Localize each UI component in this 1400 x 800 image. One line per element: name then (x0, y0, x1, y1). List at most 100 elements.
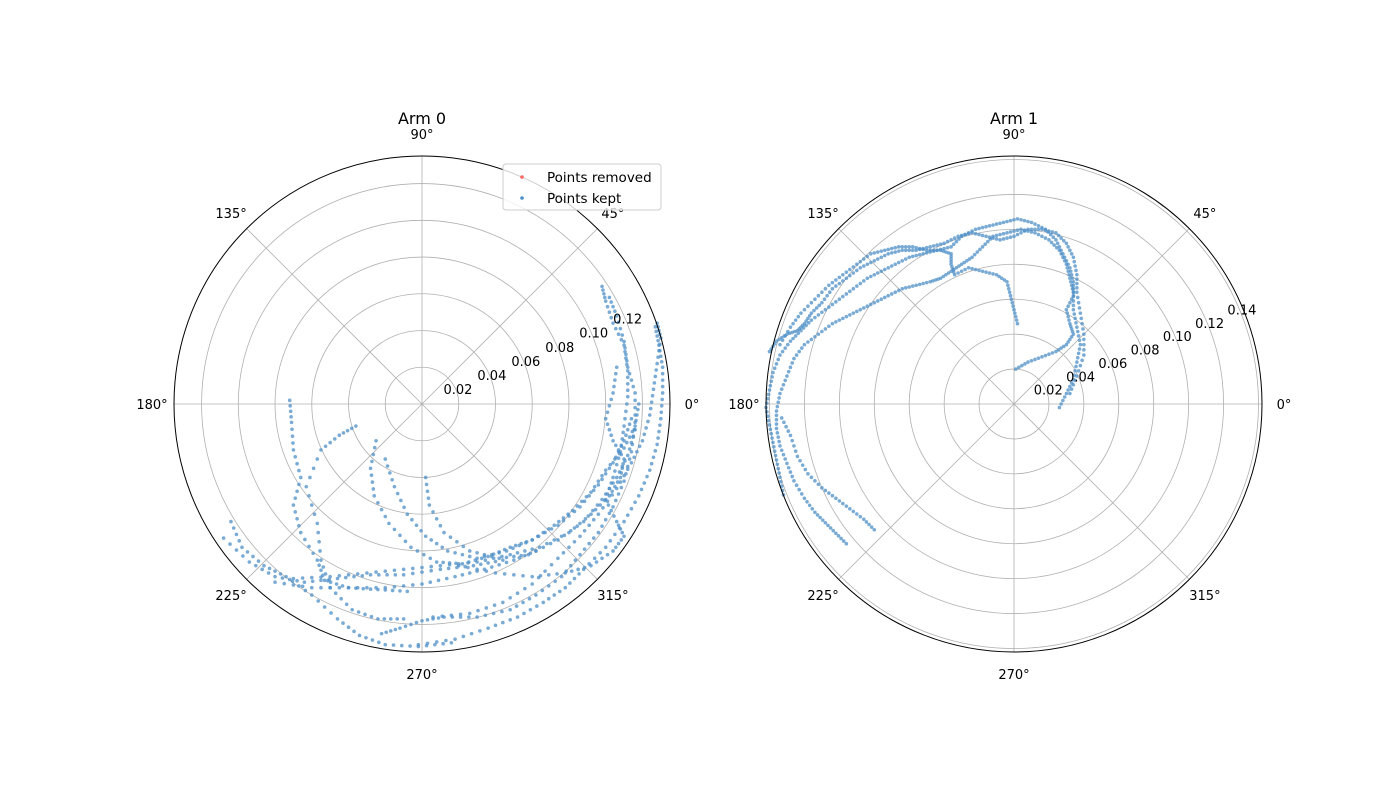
data-point (552, 523, 557, 528)
data-point (402, 505, 406, 510)
data-point (618, 475, 623, 480)
data-point (778, 353, 782, 357)
data-point (778, 475, 782, 480)
data-point (769, 431, 774, 436)
data-point (444, 638, 448, 643)
data-point (349, 426, 354, 431)
data-point (1068, 269, 1073, 274)
data-point (622, 457, 626, 461)
data-point (289, 420, 294, 425)
data-point (622, 519, 626, 524)
data-point (575, 524, 580, 528)
data-point (1062, 258, 1067, 263)
data-point (589, 563, 593, 568)
data-point (591, 488, 596, 493)
data-point (1029, 220, 1034, 225)
data-point (1014, 318, 1019, 322)
data-point (317, 539, 321, 544)
data-point (844, 504, 849, 508)
data-point (616, 456, 621, 460)
data-point (779, 335, 784, 340)
data-point (1033, 227, 1037, 232)
data-point (398, 533, 402, 538)
data-point (1056, 348, 1061, 352)
data-point (834, 531, 838, 536)
data-point (656, 338, 660, 343)
data-point (924, 280, 929, 285)
data-point (893, 262, 898, 267)
data-point (1006, 283, 1010, 288)
data-point (309, 503, 314, 507)
data-point (865, 304, 870, 309)
data-point (935, 243, 939, 247)
data-point (423, 475, 428, 480)
data-point (632, 427, 636, 432)
data-point (598, 551, 602, 555)
data-point (659, 354, 663, 359)
data-point (1078, 363, 1083, 368)
data-point (399, 498, 403, 503)
data-point (383, 585, 388, 590)
data-point (807, 503, 812, 508)
data-point (1077, 338, 1082, 343)
data-point (461, 544, 466, 549)
data-point (1005, 231, 1009, 235)
data-point (1013, 311, 1017, 315)
data-point (290, 579, 295, 584)
data-point (841, 539, 846, 543)
data-point (788, 365, 793, 370)
data-point (1071, 299, 1076, 303)
data-point (530, 547, 535, 551)
data-point (569, 569, 574, 573)
data-point (372, 494, 377, 498)
data-point (951, 242, 956, 246)
data-point (625, 369, 630, 373)
data-point (388, 471, 392, 475)
data-point (945, 245, 950, 250)
data-point (515, 551, 520, 555)
data-point (1082, 353, 1086, 357)
data-point (508, 552, 512, 557)
data-point (790, 474, 794, 479)
data-point (875, 299, 880, 303)
data-point (872, 258, 877, 263)
data-point (625, 388, 630, 393)
data-point (806, 472, 810, 476)
data-point (896, 288, 901, 293)
data-point (935, 248, 939, 253)
data-point (957, 264, 961, 268)
legend-label-removed: Points removed (547, 170, 652, 186)
data-point (813, 510, 817, 515)
data-point (575, 504, 580, 508)
data-point (959, 233, 964, 238)
data-point (980, 245, 985, 249)
data-point (339, 596, 343, 601)
data-point (603, 468, 608, 472)
data-point (1020, 363, 1024, 368)
data-point (388, 617, 393, 621)
data-point (855, 284, 859, 288)
theta-tick-label-7: 315° (597, 589, 628, 604)
data-point (767, 349, 772, 354)
data-point (567, 545, 571, 550)
data-point (858, 281, 863, 286)
data-point (409, 545, 413, 550)
data-point (1012, 234, 1016, 239)
data-point (624, 409, 628, 414)
data-point (541, 600, 546, 605)
data-point (493, 623, 498, 628)
data-point (309, 585, 314, 590)
data-point (867, 522, 871, 527)
data-point (607, 295, 612, 300)
data-point (1071, 294, 1076, 299)
data-point (287, 398, 292, 403)
data-point (282, 581, 287, 586)
data-point (388, 629, 393, 633)
data-point (1011, 304, 1015, 309)
data-point (253, 563, 258, 568)
data-point (591, 536, 596, 540)
chart-title-arm-0: Arm 0 (398, 109, 446, 128)
data-point (938, 242, 943, 246)
data-point (1005, 219, 1009, 224)
